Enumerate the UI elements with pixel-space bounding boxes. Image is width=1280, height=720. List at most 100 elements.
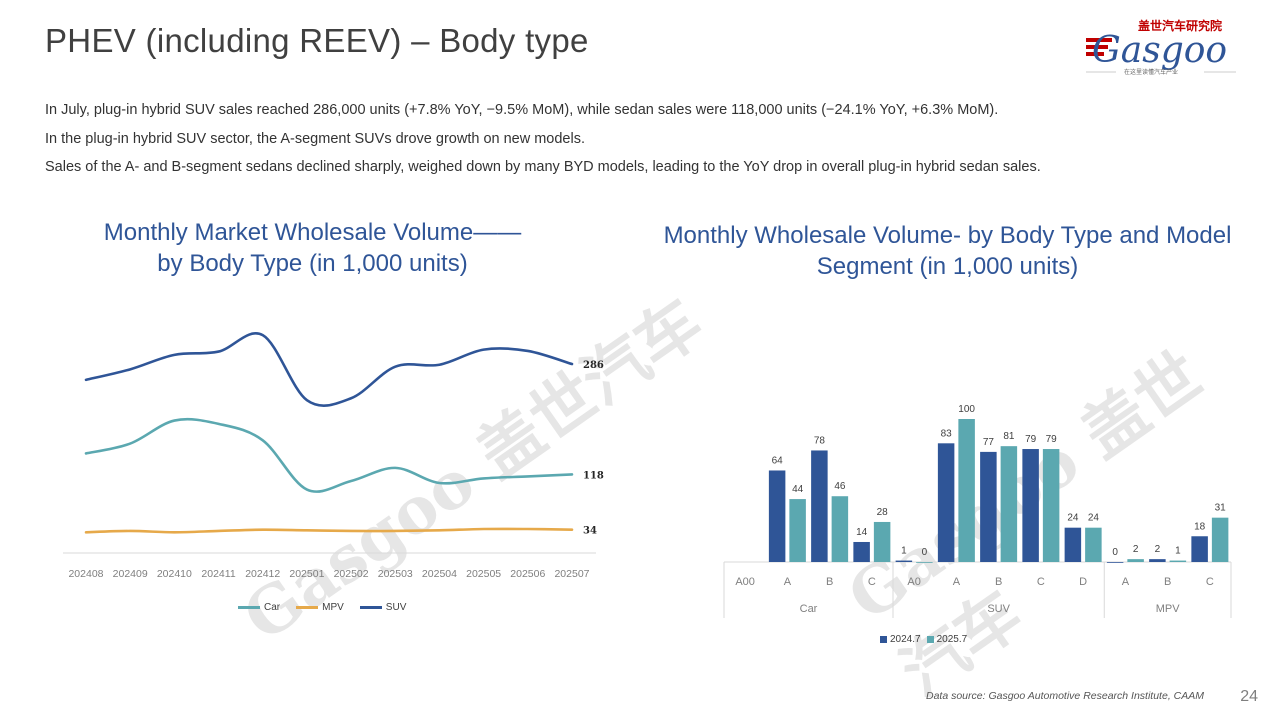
x-tick-label: 202505 <box>466 568 501 580</box>
legend-swatch <box>880 636 887 643</box>
bar-2025-7-suv-a <box>958 419 975 562</box>
data-label: 1 <box>901 546 907 557</box>
x-tick-label: A <box>953 576 961 588</box>
bar-chart-title: Monthly Wholesale Volume- by Body Type a… <box>663 222 1232 280</box>
data-label: 0 <box>922 547 928 558</box>
x-tick-label: C <box>1206 576 1214 588</box>
data-label: 78 <box>814 435 826 446</box>
data-label: 2 <box>1155 544 1161 555</box>
bar-2024-7-suv-d <box>1064 527 1082 562</box>
x-tick-label: A <box>784 576 792 588</box>
legend-item-2025-7: 2025.7 <box>926 634 968 645</box>
bar-2025-7-mpv-c <box>1211 517 1229 562</box>
line-chart-title-line-1: Monthly Market Wholesale Volume—— <box>103 219 522 246</box>
data-label: 1 <box>1175 546 1181 557</box>
bar-2024-7-car-a <box>768 470 786 562</box>
x-tick-label: A <box>1122 576 1130 588</box>
legend-item-mpv: MPV <box>296 602 344 613</box>
legend-label: SUV <box>385 602 407 613</box>
data-label: 77 <box>983 437 995 448</box>
x-tick-label: 202411 <box>201 568 235 580</box>
summary-line-1: In July, plug-in hybrid SUV sales reache… <box>45 102 999 118</box>
bar-2025-7-mpv-b <box>1169 560 1187 562</box>
data-label: 83 <box>941 428 953 439</box>
x-tick-label: 202507 <box>554 568 589 580</box>
bar-2024-7-car-b <box>811 450 828 562</box>
x-tick-label: 202410 <box>157 568 192 580</box>
summary-text: In July, plug-in hybrid SUV sales reache… <box>45 96 1245 182</box>
legend-swatch <box>926 636 934 643</box>
data-label-car: 118 <box>583 470 604 481</box>
legend-item-suv: SUV <box>359 602 407 613</box>
group-label-mpv: MPV <box>1156 603 1181 615</box>
x-tick-label: 202504 <box>422 568 457 580</box>
bar-2025-7-suv-b <box>1000 446 1018 562</box>
data-label: 46 <box>834 481 846 492</box>
legend-label: 2024.7 <box>890 634 921 645</box>
bar-2025-7-car-b <box>831 496 849 562</box>
x-tick-label: 202503 <box>378 568 413 580</box>
data-source-note: Data source: Gasgoo Automotive Research … <box>926 690 1204 702</box>
bar-2025-7-car-c <box>873 521 891 562</box>
bar-2024-7-suv-a <box>937 443 955 562</box>
x-tick-label: 202501 <box>289 568 324 580</box>
bar-2024-7-suv-b <box>980 451 997 562</box>
x-tick-label: C <box>868 576 876 588</box>
data-label: 28 <box>877 507 889 518</box>
page-title: PHEV (including REEV) – Body type <box>45 22 589 59</box>
data-label: 24 <box>1067 513 1079 524</box>
bar-2025-7-suv-a0 <box>916 562 933 563</box>
legend-item-car: Car <box>238 602 280 613</box>
x-tick-label: A00 <box>735 576 755 588</box>
data-label-suv: 286 <box>583 360 604 371</box>
legend-swatch <box>359 606 382 609</box>
bar-chart-legend: 2024.7 2025.7 <box>880 634 973 645</box>
data-label: 14 <box>856 527 868 538</box>
data-label: 64 <box>772 455 784 466</box>
data-label: 18 <box>1194 521 1206 532</box>
data-label: 0 <box>1112 547 1118 558</box>
legend-swatch <box>296 606 319 609</box>
series-line-suv <box>84 332 574 407</box>
legend-label: 2025.7 <box>936 634 968 645</box>
legend-label: MPV <box>322 602 344 613</box>
legend-swatch <box>238 606 260 609</box>
x-tick-label: C <box>1037 576 1045 588</box>
line-chart-title: Monthly Market Wholesale Volume—— by Bod… <box>60 217 565 279</box>
data-label: 2 <box>1133 544 1139 555</box>
x-tick-label: D <box>1079 576 1087 588</box>
summary-line-3: Sales of the A- and B-segment sedans dec… <box>45 159 1041 175</box>
bar-2025-7-car-a <box>789 499 806 562</box>
bar-2024-7-mpv-b <box>1149 559 1166 562</box>
x-tick-label: 202506 <box>510 568 545 580</box>
legend-label: Car <box>264 602 281 613</box>
data-label: 100 <box>958 404 975 415</box>
series-line-car <box>84 417 574 493</box>
data-label: 79 <box>1025 434 1037 445</box>
summary-line-2: In the plug-in hybrid SUV sector, the A-… <box>45 130 585 147</box>
data-label: 44 <box>792 484 804 495</box>
svg-text:Gasgoo: Gasgoo <box>1092 30 1227 71</box>
x-tick-label: 202408 <box>68 568 103 580</box>
data-label: 24 <box>1088 513 1100 524</box>
data-label: 79 <box>1046 434 1058 445</box>
x-tick-label: 202412 <box>245 568 280 580</box>
bar-2024-7-suv-c <box>1022 449 1039 562</box>
group-label-suv: SUV <box>987 603 1010 615</box>
bar-2024-7-car-c <box>853 541 870 562</box>
svg-text:盖世汽车研究院: 盖世汽车研究院 <box>1138 18 1222 33</box>
bar-2024-7-suv-a0 <box>895 560 913 562</box>
bar-2025-7-suv-c <box>1042 449 1060 562</box>
data-label-mpv: 34 <box>583 526 597 537</box>
bar-2025-7-mpv-a <box>1127 559 1144 562</box>
page-number: 24 <box>1240 688 1258 705</box>
bar-2024-7-mpv-c <box>1191 536 1208 562</box>
data-label: 31 <box>1215 503 1227 514</box>
gasgoo-logo: 盖世汽车研究院 Gasgoo 在这里读懂汽车产业 <box>1086 16 1246 80</box>
legend-item-2024-7: 2024.7 <box>880 634 921 645</box>
x-tick-label: A0 <box>907 576 920 588</box>
series-line-mpv <box>84 527 574 534</box>
x-tick-label: B <box>995 576 1002 588</box>
bar-2025-7-suv-d <box>1085 527 1102 562</box>
